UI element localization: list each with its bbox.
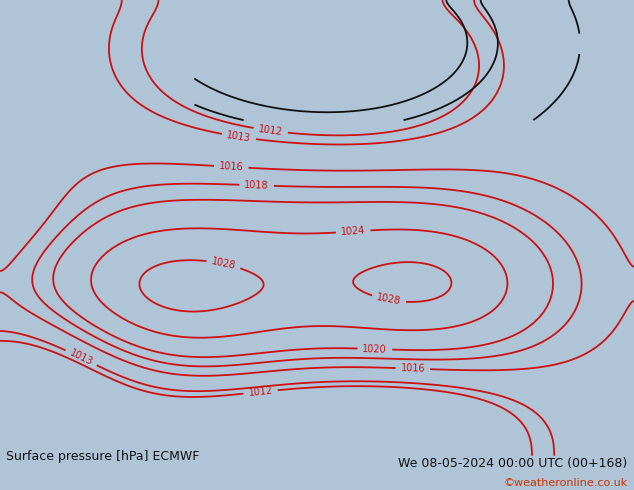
- Text: 1028: 1028: [210, 256, 236, 271]
- Text: 1024: 1024: [340, 226, 366, 237]
- Text: 1013: 1013: [226, 130, 252, 144]
- Text: 1016: 1016: [219, 161, 243, 172]
- Text: 1020: 1020: [363, 343, 387, 354]
- Text: 1016: 1016: [401, 363, 425, 374]
- Text: We 08-05-2024 00:00 UTC (00+168): We 08-05-2024 00:00 UTC (00+168): [398, 457, 628, 470]
- Text: 1018: 1018: [244, 180, 269, 191]
- Text: ©weatheronline.co.uk: ©weatheronline.co.uk: [503, 478, 628, 488]
- Text: 1012: 1012: [258, 124, 283, 137]
- Text: 1012: 1012: [248, 386, 273, 398]
- Text: 1013: 1013: [68, 348, 94, 368]
- Text: Surface pressure [hPa] ECMWF: Surface pressure [hPa] ECMWF: [6, 450, 200, 463]
- Text: 1028: 1028: [376, 293, 402, 307]
